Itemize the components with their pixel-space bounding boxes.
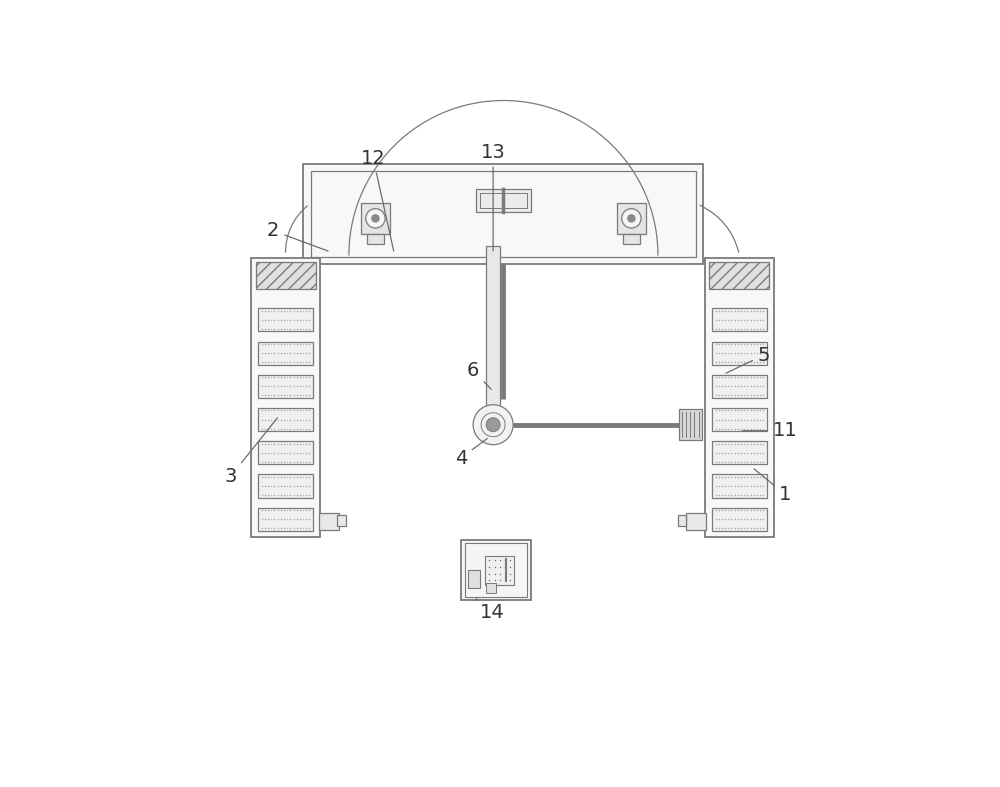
Bar bbox=[712, 342, 767, 364]
Bar bbox=[258, 309, 313, 331]
Bar bbox=[678, 515, 686, 526]
Text: 14: 14 bbox=[476, 599, 505, 622]
Text: 13: 13 bbox=[481, 142, 505, 251]
Bar bbox=[679, 409, 702, 441]
Bar bbox=[712, 309, 767, 331]
Text: 4: 4 bbox=[455, 438, 487, 467]
Circle shape bbox=[627, 214, 636, 223]
Bar bbox=[311, 172, 696, 257]
Circle shape bbox=[371, 214, 380, 223]
Bar bbox=[319, 512, 339, 530]
Bar bbox=[461, 540, 531, 600]
Bar bbox=[303, 164, 703, 264]
Bar bbox=[617, 202, 646, 234]
Bar bbox=[485, 556, 514, 585]
Text: 12: 12 bbox=[361, 149, 394, 251]
Bar bbox=[486, 583, 496, 593]
Circle shape bbox=[486, 418, 500, 432]
Bar bbox=[480, 193, 527, 209]
Bar bbox=[258, 475, 313, 497]
Bar bbox=[623, 234, 640, 244]
Bar bbox=[258, 442, 313, 464]
Bar bbox=[705, 258, 774, 537]
Bar bbox=[465, 544, 527, 597]
Circle shape bbox=[622, 209, 641, 228]
Bar bbox=[361, 202, 390, 234]
Bar bbox=[337, 515, 346, 526]
Bar bbox=[709, 262, 769, 289]
Bar bbox=[712, 408, 767, 431]
Circle shape bbox=[366, 209, 385, 228]
Bar bbox=[258, 342, 313, 364]
Bar bbox=[251, 258, 320, 537]
Bar bbox=[258, 408, 313, 431]
Bar bbox=[712, 475, 767, 497]
Bar bbox=[367, 234, 384, 244]
Bar bbox=[686, 512, 706, 530]
Text: 2: 2 bbox=[267, 221, 328, 251]
Bar bbox=[468, 570, 480, 589]
Bar bbox=[486, 246, 500, 408]
Bar bbox=[712, 375, 767, 397]
Text: 6: 6 bbox=[467, 360, 491, 390]
Text: 3: 3 bbox=[225, 418, 277, 486]
Bar bbox=[258, 375, 313, 397]
Text: 11: 11 bbox=[743, 421, 798, 440]
Text: 5: 5 bbox=[726, 345, 770, 373]
Bar bbox=[256, 262, 316, 289]
Bar bbox=[476, 189, 531, 212]
Circle shape bbox=[473, 405, 513, 445]
Bar bbox=[258, 508, 313, 530]
Bar bbox=[712, 442, 767, 464]
Bar bbox=[712, 508, 767, 530]
Text: 1: 1 bbox=[754, 469, 791, 504]
